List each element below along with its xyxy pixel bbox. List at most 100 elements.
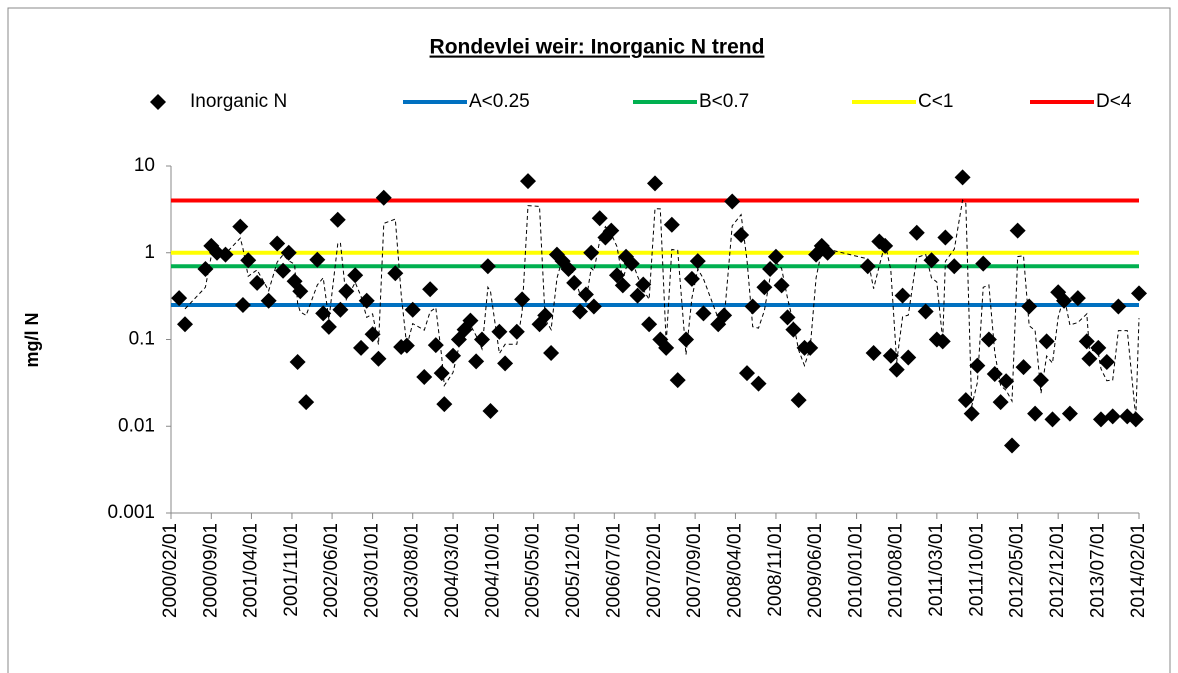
- data-point: [802, 339, 819, 356]
- x-tick-label: 2009/06/01: [805, 523, 826, 618]
- data-point: [683, 270, 700, 287]
- data-point: [249, 274, 266, 291]
- data-point: [1056, 292, 1073, 309]
- data-point: [1061, 405, 1078, 422]
- data-point: [232, 218, 249, 235]
- data-point: [329, 211, 346, 228]
- data-point: [767, 248, 784, 265]
- x-tick-label: 2000/09/01: [200, 523, 221, 618]
- data-point: [716, 307, 733, 324]
- data-point: [566, 274, 583, 291]
- legend-label: C<1: [918, 91, 953, 112]
- data-point: [1090, 339, 1107, 356]
- data-point: [647, 175, 663, 192]
- x-tick-label: 2005/05/01: [523, 523, 544, 618]
- data-point: [479, 258, 496, 275]
- data-point: [387, 265, 404, 282]
- data-point: [975, 255, 992, 272]
- data-point: [908, 224, 925, 241]
- data-point: [1038, 333, 1055, 350]
- x-tick-label: 2005/12/01: [563, 523, 584, 618]
- data-point: [1110, 298, 1127, 315]
- data-point: [750, 375, 767, 392]
- x-tick-label: 2010/08/01: [886, 523, 907, 618]
- x-tick-label: 2004/03/01: [442, 523, 463, 618]
- data-point: [635, 276, 652, 293]
- data-point: [269, 235, 286, 252]
- data-point: [468, 353, 485, 370]
- data-point: [986, 366, 1003, 383]
- data-point: [963, 405, 980, 422]
- data-point: [937, 229, 954, 246]
- data-point: [1092, 411, 1109, 428]
- data-point: [629, 287, 646, 304]
- x-tick-label: 2013/07/01: [1087, 523, 1108, 618]
- data-point: [280, 244, 297, 261]
- data-point: [364, 326, 381, 343]
- data-point: [724, 193, 741, 210]
- data-point: [560, 260, 577, 277]
- legend-label: D<4: [1096, 91, 1132, 112]
- data-point: [882, 347, 899, 364]
- data-point: [320, 318, 337, 335]
- data-point: [785, 321, 802, 338]
- data-point: [427, 337, 444, 354]
- data-point: [603, 222, 620, 239]
- data-point: [591, 210, 608, 227]
- data-point: [332, 301, 349, 318]
- data-point: [934, 333, 951, 350]
- data-point: [1009, 222, 1026, 239]
- data-point: [608, 267, 625, 284]
- y-tick-label: 1: [144, 242, 155, 263]
- data-point: [865, 344, 882, 361]
- data-point: [491, 323, 508, 340]
- data-point: [1098, 354, 1115, 371]
- chart-border: [7, 7, 1171, 673]
- data-point: [773, 277, 790, 294]
- x-tick-label: 2004/10/01: [483, 523, 504, 618]
- data-point: [577, 286, 594, 303]
- data-point: [1015, 359, 1032, 376]
- data-point: [998, 373, 1015, 390]
- x-tick-label: 2011/10/01: [966, 523, 987, 617]
- data-point: [445, 347, 462, 364]
- legend-label: Inorganic N: [190, 91, 287, 112]
- data-point: [678, 331, 695, 348]
- data-point: [954, 169, 971, 186]
- data-point: [358, 292, 375, 309]
- data-point: [583, 244, 600, 261]
- y-axis-title: mg/l N: [22, 312, 42, 367]
- data-point: [234, 296, 251, 313]
- data-point: [436, 396, 453, 413]
- data-point: [433, 365, 450, 382]
- x-tick-label: 2010/01/01: [846, 523, 867, 618]
- data-point: [572, 303, 589, 320]
- x-tick-label: 2003/08/01: [402, 523, 423, 618]
- data-point: [923, 252, 940, 269]
- data-point: [519, 173, 536, 190]
- legend-label: A<0.25: [469, 91, 530, 112]
- data-point: [197, 260, 214, 277]
- data-point: [733, 227, 750, 244]
- data-point: [275, 262, 292, 279]
- data-point: [762, 260, 779, 277]
- data-point: [292, 283, 309, 300]
- data-point: [744, 298, 761, 315]
- data-point: [338, 283, 355, 300]
- data-point: [404, 301, 421, 318]
- x-tick-label: 2001/04/01: [240, 523, 261, 618]
- x-tick-label: 2002/06/01: [321, 523, 342, 618]
- data-point: [1003, 437, 1020, 454]
- data-point: [398, 337, 415, 354]
- data-point: [1131, 285, 1147, 302]
- data-point: [1078, 333, 1095, 350]
- data-point: [669, 372, 686, 389]
- data-point: [585, 298, 602, 315]
- data-point: [917, 303, 934, 320]
- y-tick-label: 0.01: [118, 415, 155, 436]
- data-point: [819, 244, 836, 261]
- data-point: [1127, 411, 1144, 428]
- data-point: [217, 246, 234, 263]
- data-point: [689, 253, 706, 270]
